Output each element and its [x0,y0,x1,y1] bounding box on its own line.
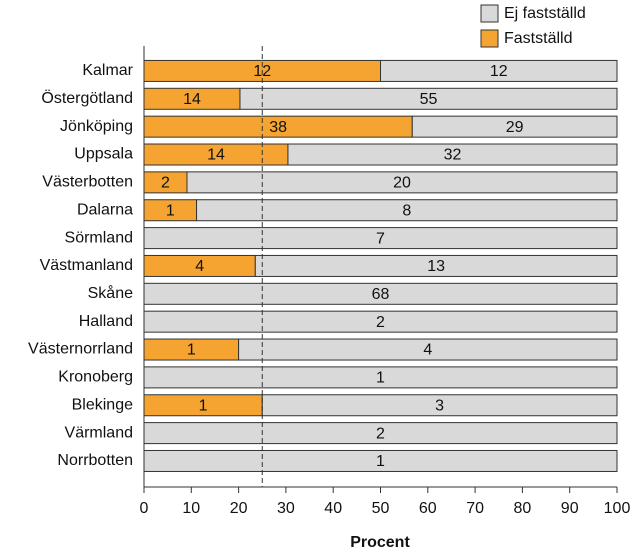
bar-segment [239,87,618,110]
data-label: 1 [166,202,175,219]
legend-swatch [480,29,499,48]
data-label: 2 [161,175,170,192]
data-label: 14 [207,147,225,164]
y-tick-label: Dalarna [77,201,133,218]
y-tick-label: Halland [79,313,133,330]
x-tick-label: 30 [277,500,295,517]
data-label: 4 [195,258,204,275]
y-tick-label: Sörmland [65,229,133,246]
x-tick-label: 20 [230,500,248,517]
data-label: 2 [376,314,385,331]
y-tick-label: Västerbotten [42,174,133,191]
legend-swatch [480,4,499,23]
bar-segment [287,143,618,166]
x-tick-label: 80 [514,500,532,517]
x-tick-label: 0 [140,500,149,517]
data-label: 20 [393,175,411,192]
bar-segment [196,199,618,222]
data-label: 29 [506,119,524,136]
y-tick-label: Värmland [65,424,133,441]
x-tick-label: 40 [324,500,342,517]
data-label: 2 [376,425,385,442]
x-tick-label: 60 [419,500,437,517]
x-axis-title: Procent [350,534,410,551]
data-label: 3 [435,397,444,414]
y-tick-label: Blekinge [72,396,133,413]
x-tick-label: 50 [372,500,390,517]
data-label: 68 [372,286,390,303]
data-label: 1 [187,342,196,359]
y-tick-label: Jönköping [60,118,133,135]
data-label: 8 [402,202,411,219]
data-label: 38 [269,119,287,136]
data-label: 1 [199,397,208,414]
legend-label: Fastställd [504,30,572,47]
data-label: 32 [444,147,462,164]
x-tick-label: 70 [466,500,484,517]
y-tick-label: Västernorrland [28,341,133,358]
y-tick-label: Kronoberg [58,369,133,386]
bar-segment [411,115,618,138]
y-tick-label: Östergötland [41,89,133,107]
data-label: 4 [423,342,432,359]
x-tick-label: 100 [604,500,631,517]
bar-segment [261,394,618,417]
data-label: 1 [376,370,385,387]
data-label: 14 [183,91,201,108]
data-label: 1 [376,453,385,470]
y-tick-label: Kalmar [82,62,133,79]
legend-label: Ej fastställd [504,5,586,22]
bar-segment [186,171,618,194]
data-label: 55 [420,91,438,108]
data-label: 13 [427,258,445,275]
y-tick-label: Skåne [88,284,133,302]
y-tick-label: Uppsala [74,146,133,163]
bar-segment [380,59,618,82]
bar-segment [238,338,618,361]
bar-segment [254,254,618,277]
x-tick-label: 10 [182,500,200,517]
data-label: 7 [376,230,385,247]
data-label: 12 [490,63,508,80]
y-tick-label: Västmanland [40,257,133,274]
x-tick-label: 90 [561,500,579,517]
y-tick-label: Norrbotten [57,452,133,469]
